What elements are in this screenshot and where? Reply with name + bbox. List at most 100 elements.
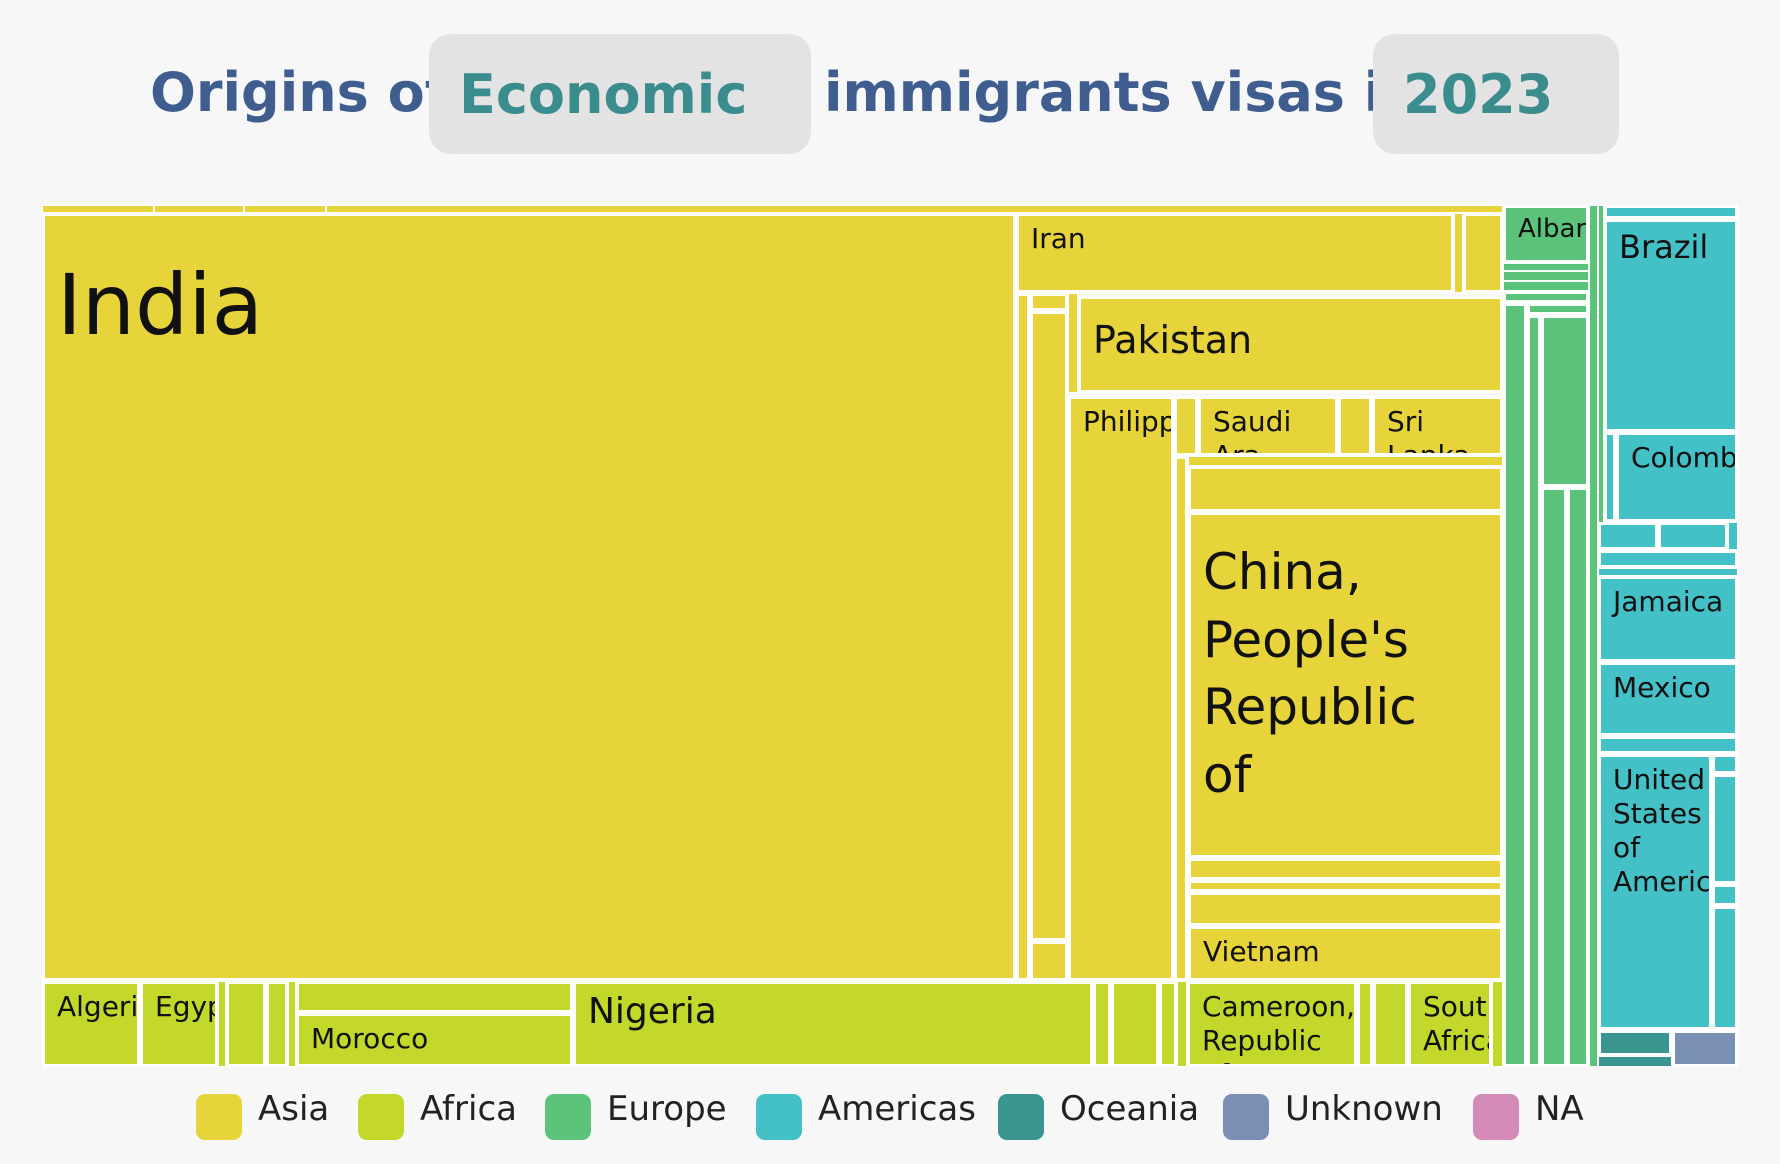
cell-europe-minor[interactable] (1503, 303, 1527, 1067)
cell-india[interactable]: India (42, 213, 1016, 981)
cell-africa-minor[interactable] (218, 981, 226, 1067)
legend-label: Europe (607, 1089, 727, 1129)
legend-label: Unknown (1285, 1089, 1443, 1129)
cell-americas-minor[interactable] (1604, 205, 1738, 219)
cell-brazil[interactable]: Brazil (1604, 219, 1738, 432)
cell-africa-minor[interactable] (1093, 981, 1111, 1067)
year-select[interactable]: 2023 (1373, 34, 1619, 154)
legend-label: Oceania (1060, 1089, 1200, 1129)
cell-asia-minor[interactable] (1174, 456, 1188, 981)
legend-swatch (358, 1094, 404, 1140)
cell-americas-minor[interactable] (1604, 432, 1616, 522)
cell-europe-minor[interactable] (1541, 315, 1589, 487)
cell-europe-minor[interactable] (1503, 281, 1589, 291)
cell-label: Jamaica (1613, 585, 1724, 618)
title-prefix: Origins of (150, 61, 449, 124)
cell-iran[interactable]: Iran (1016, 213, 1454, 293)
cell-americas-minor[interactable] (1712, 774, 1738, 884)
cell-pakistan[interactable]: Pakistan (1078, 296, 1503, 393)
title-middle: immigrants visas in (824, 61, 1421, 124)
cell-asia-minor[interactable] (1174, 396, 1198, 456)
cell-asia-minor[interactable] (1068, 293, 1078, 393)
cell-asia-minor[interactable] (1030, 941, 1068, 981)
cell-africa-minor[interactable] (1159, 981, 1177, 1067)
category-select[interactable]: Economic (429, 34, 811, 154)
cell-asia-minor[interactable] (1454, 213, 1463, 293)
cell-africa-minor[interactable] (1373, 981, 1408, 1067)
cell-morocco[interactable]: Morocco (296, 1013, 573, 1067)
cell-asia-minor[interactable] (1338, 396, 1372, 456)
cell-label: India (57, 256, 264, 354)
treemap-chart: India Iran Pakistan Philipp Saudi Ara Sri Lan… (42, 205, 1738, 1067)
cell-asia-minor[interactable] (1030, 311, 1068, 941)
cell-americas-minor[interactable] (1598, 568, 1738, 576)
cell-americas-minor[interactable] (1728, 522, 1738, 550)
cell-asia-minor[interactable] (154, 205, 244, 213)
chart-header: Origins of Economic immigrants visas in … (0, 0, 1780, 185)
cell-oceania[interactable] (1598, 1030, 1672, 1056)
cell-nigeria[interactable]: Nigeria (573, 981, 1093, 1067)
cell-china[interactable]: China, People's Republic of (1188, 512, 1503, 858)
cell-label: China, People's Republic of (1203, 543, 1417, 804)
cell-africa-minor[interactable] (1357, 981, 1373, 1067)
cell-label: Iran (1031, 222, 1086, 255)
cell-mexico[interactable]: Mexico (1598, 662, 1738, 736)
cell-africa-minor[interactable] (296, 981, 573, 1013)
cell-philippines[interactable]: Philipp (1068, 396, 1174, 981)
cell-europe-minor[interactable] (1503, 271, 1589, 281)
cell-sri-lanka[interactable]: Sri Lanka (1372, 396, 1503, 456)
cell-africa-minor[interactable] (1177, 981, 1187, 1067)
cell-asia-minor[interactable] (326, 205, 1503, 213)
cell-europe-minor[interactable] (1541, 487, 1567, 1067)
cell-algeria[interactable]: Algeria (42, 981, 140, 1067)
cell-europe-minor[interactable] (1527, 303, 1589, 315)
cell-africa-minor[interactable] (288, 981, 296, 1067)
cell-label: Sri Lanka (1387, 405, 1471, 456)
cell-americas-minor[interactable] (1598, 550, 1738, 568)
cell-europe-minor[interactable] (1567, 487, 1589, 1067)
cell-cameroon[interactable]: Cameroon, Republic of (1187, 981, 1357, 1067)
cell-label: Cameroon, Republic of (1202, 990, 1356, 1064)
cell-americas-minor[interactable] (1598, 736, 1738, 754)
cell-label: Mexico (1613, 671, 1711, 704)
cell-asia-minor[interactable] (1188, 880, 1503, 892)
cell-europe-minor[interactable] (1503, 263, 1589, 271)
cell-label: Morocco (311, 1022, 429, 1055)
cell-unknown[interactable] (1672, 1030, 1738, 1067)
cell-asia-minor[interactable] (1016, 293, 1030, 981)
cell-americas-minor[interactable] (1598, 522, 1658, 550)
cell-americas-minor[interactable] (1712, 884, 1738, 906)
cell-label: Colombi (1631, 441, 1738, 474)
cell-africa-minor[interactable] (1111, 981, 1159, 1067)
cell-vietnam[interactable]: Vietnam (1188, 926, 1503, 981)
cell-jamaica[interactable]: Jamaica (1598, 576, 1738, 662)
cell-americas-minor[interactable] (1712, 906, 1738, 1030)
legend: Asia Africa Europe Americas Oceania Unknown NA (0, 1078, 1780, 1148)
cell-oceania[interactable] (1598, 1056, 1672, 1067)
cell-label: Algeria (57, 990, 139, 1023)
cell-asia-minor[interactable] (1463, 213, 1503, 293)
cell-asia-minor[interactable] (1188, 858, 1503, 880)
cell-label: South Africa (1423, 990, 1489, 1058)
cell-americas-minor[interactable] (1712, 754, 1738, 774)
cell-asia-minor[interactable] (1188, 892, 1503, 926)
cell-saudi-arabia[interactable]: Saudi Ara (1198, 396, 1338, 456)
cell-americas-minor[interactable] (1658, 522, 1728, 550)
cell-europe-minor[interactable] (1589, 205, 1598, 1067)
cell-south-africa[interactable]: South Africa (1408, 981, 1492, 1067)
cell-asia-minor[interactable] (1030, 293, 1068, 311)
cell-egypt[interactable]: Egyp (140, 981, 218, 1067)
cell-europe-minor[interactable] (1503, 291, 1589, 303)
cell-asia-minor[interactable] (244, 205, 326, 213)
cell-albania[interactable]: Albar (1503, 205, 1589, 263)
cell-colombia[interactable]: Colombi (1616, 432, 1738, 522)
cell-asia-minor[interactable] (42, 205, 154, 213)
cell-europe-minor[interactable] (1527, 315, 1541, 1067)
cell-asia-minor[interactable] (1188, 456, 1503, 466)
cell-usa[interactable]: United States of America (1598, 754, 1712, 1030)
cell-asia-minor[interactable] (1188, 466, 1503, 512)
cell-africa-minor[interactable] (1492, 981, 1503, 1067)
cell-africa-minor[interactable] (266, 981, 288, 1067)
cell-africa-minor[interactable] (226, 981, 266, 1067)
legend-label: Africa (420, 1089, 517, 1129)
